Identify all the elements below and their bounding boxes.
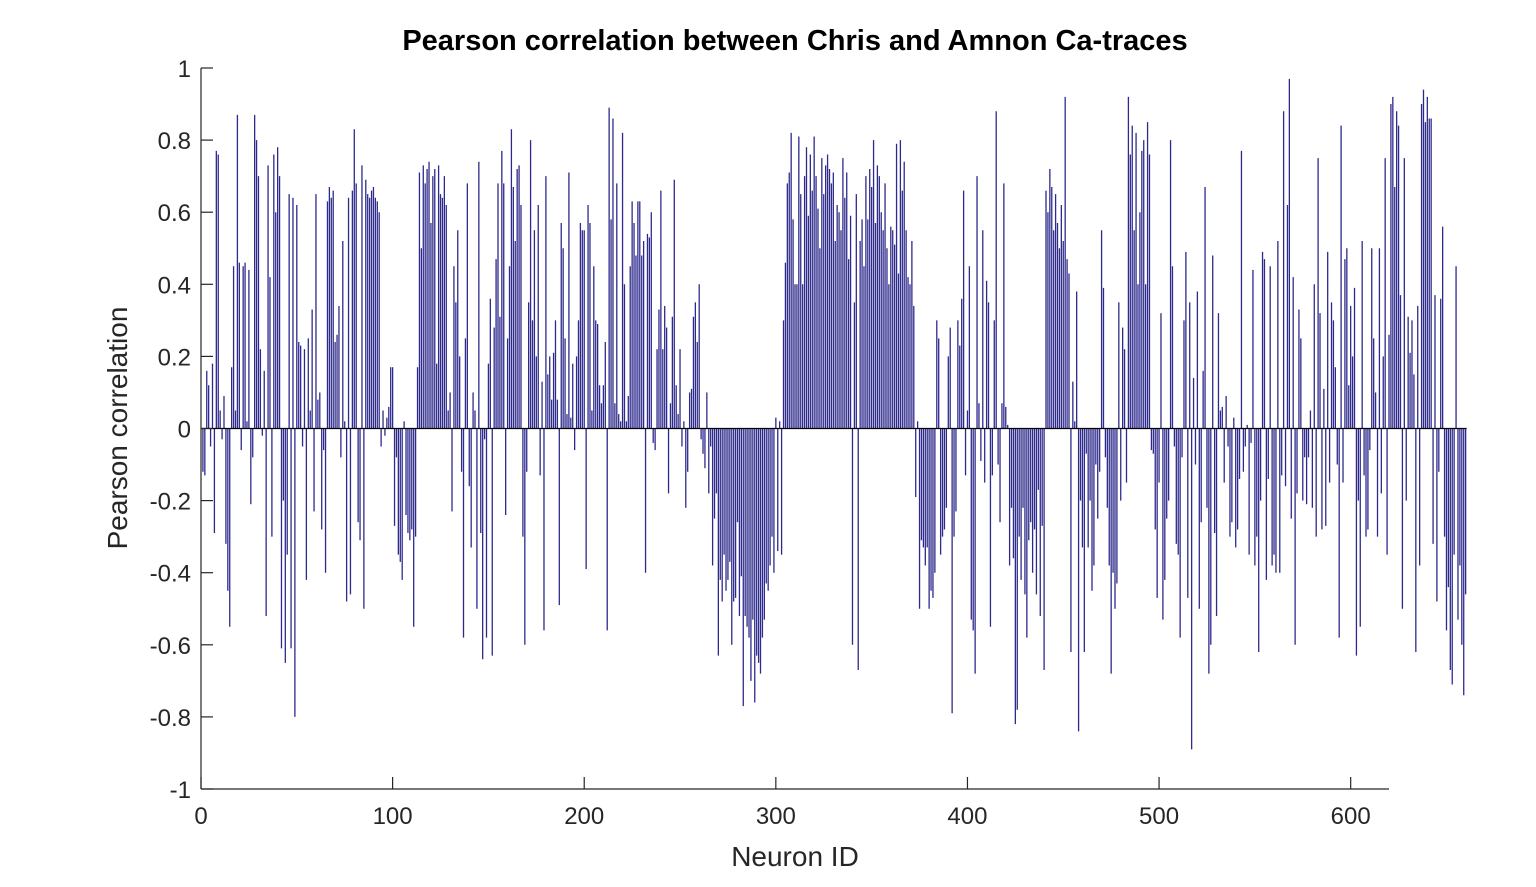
y-tick-label: 0.2 <box>158 344 191 371</box>
x-tick-label: 200 <box>564 803 604 830</box>
y-tick-label: -0.2 <box>150 489 191 516</box>
y-tick-label: -0.4 <box>150 561 191 588</box>
y-axis-label: Pearson correlation <box>102 307 133 550</box>
y-tick-label: -0.6 <box>150 633 191 660</box>
x-axis-ticks: 0 100 200 300 400 500 600 <box>194 777 1371 830</box>
x-tick-label: 0 <box>194 803 207 830</box>
y-tick-label: 0 <box>178 417 191 444</box>
x-tick-label: 600 <box>1331 803 1371 830</box>
x-tick-label: 100 <box>373 803 413 830</box>
y-axis-ticks: 1 0.8 0.6 0.4 0.2 0 -0.2 -0.4 -0.6 -0.8 -1 <box>150 56 213 804</box>
y-tick-label: 0.8 <box>158 128 191 155</box>
x-tick-label: 300 <box>756 803 796 830</box>
x-tick-label: 500 <box>1139 803 1179 830</box>
x-axis-label: Neuron ID <box>731 841 859 872</box>
y-tick-label: 0.4 <box>158 272 191 299</box>
bar-series <box>201 78 1467 750</box>
y-tick-label: -0.8 <box>150 705 191 732</box>
y-tick-label: 0.6 <box>158 200 191 227</box>
y-tick-label: -1 <box>170 777 191 804</box>
y-tick-label: 1 <box>178 56 191 83</box>
x-tick-label: 400 <box>947 803 987 830</box>
chart-title: Pearson correlation between Chris and Am… <box>402 25 1187 57</box>
